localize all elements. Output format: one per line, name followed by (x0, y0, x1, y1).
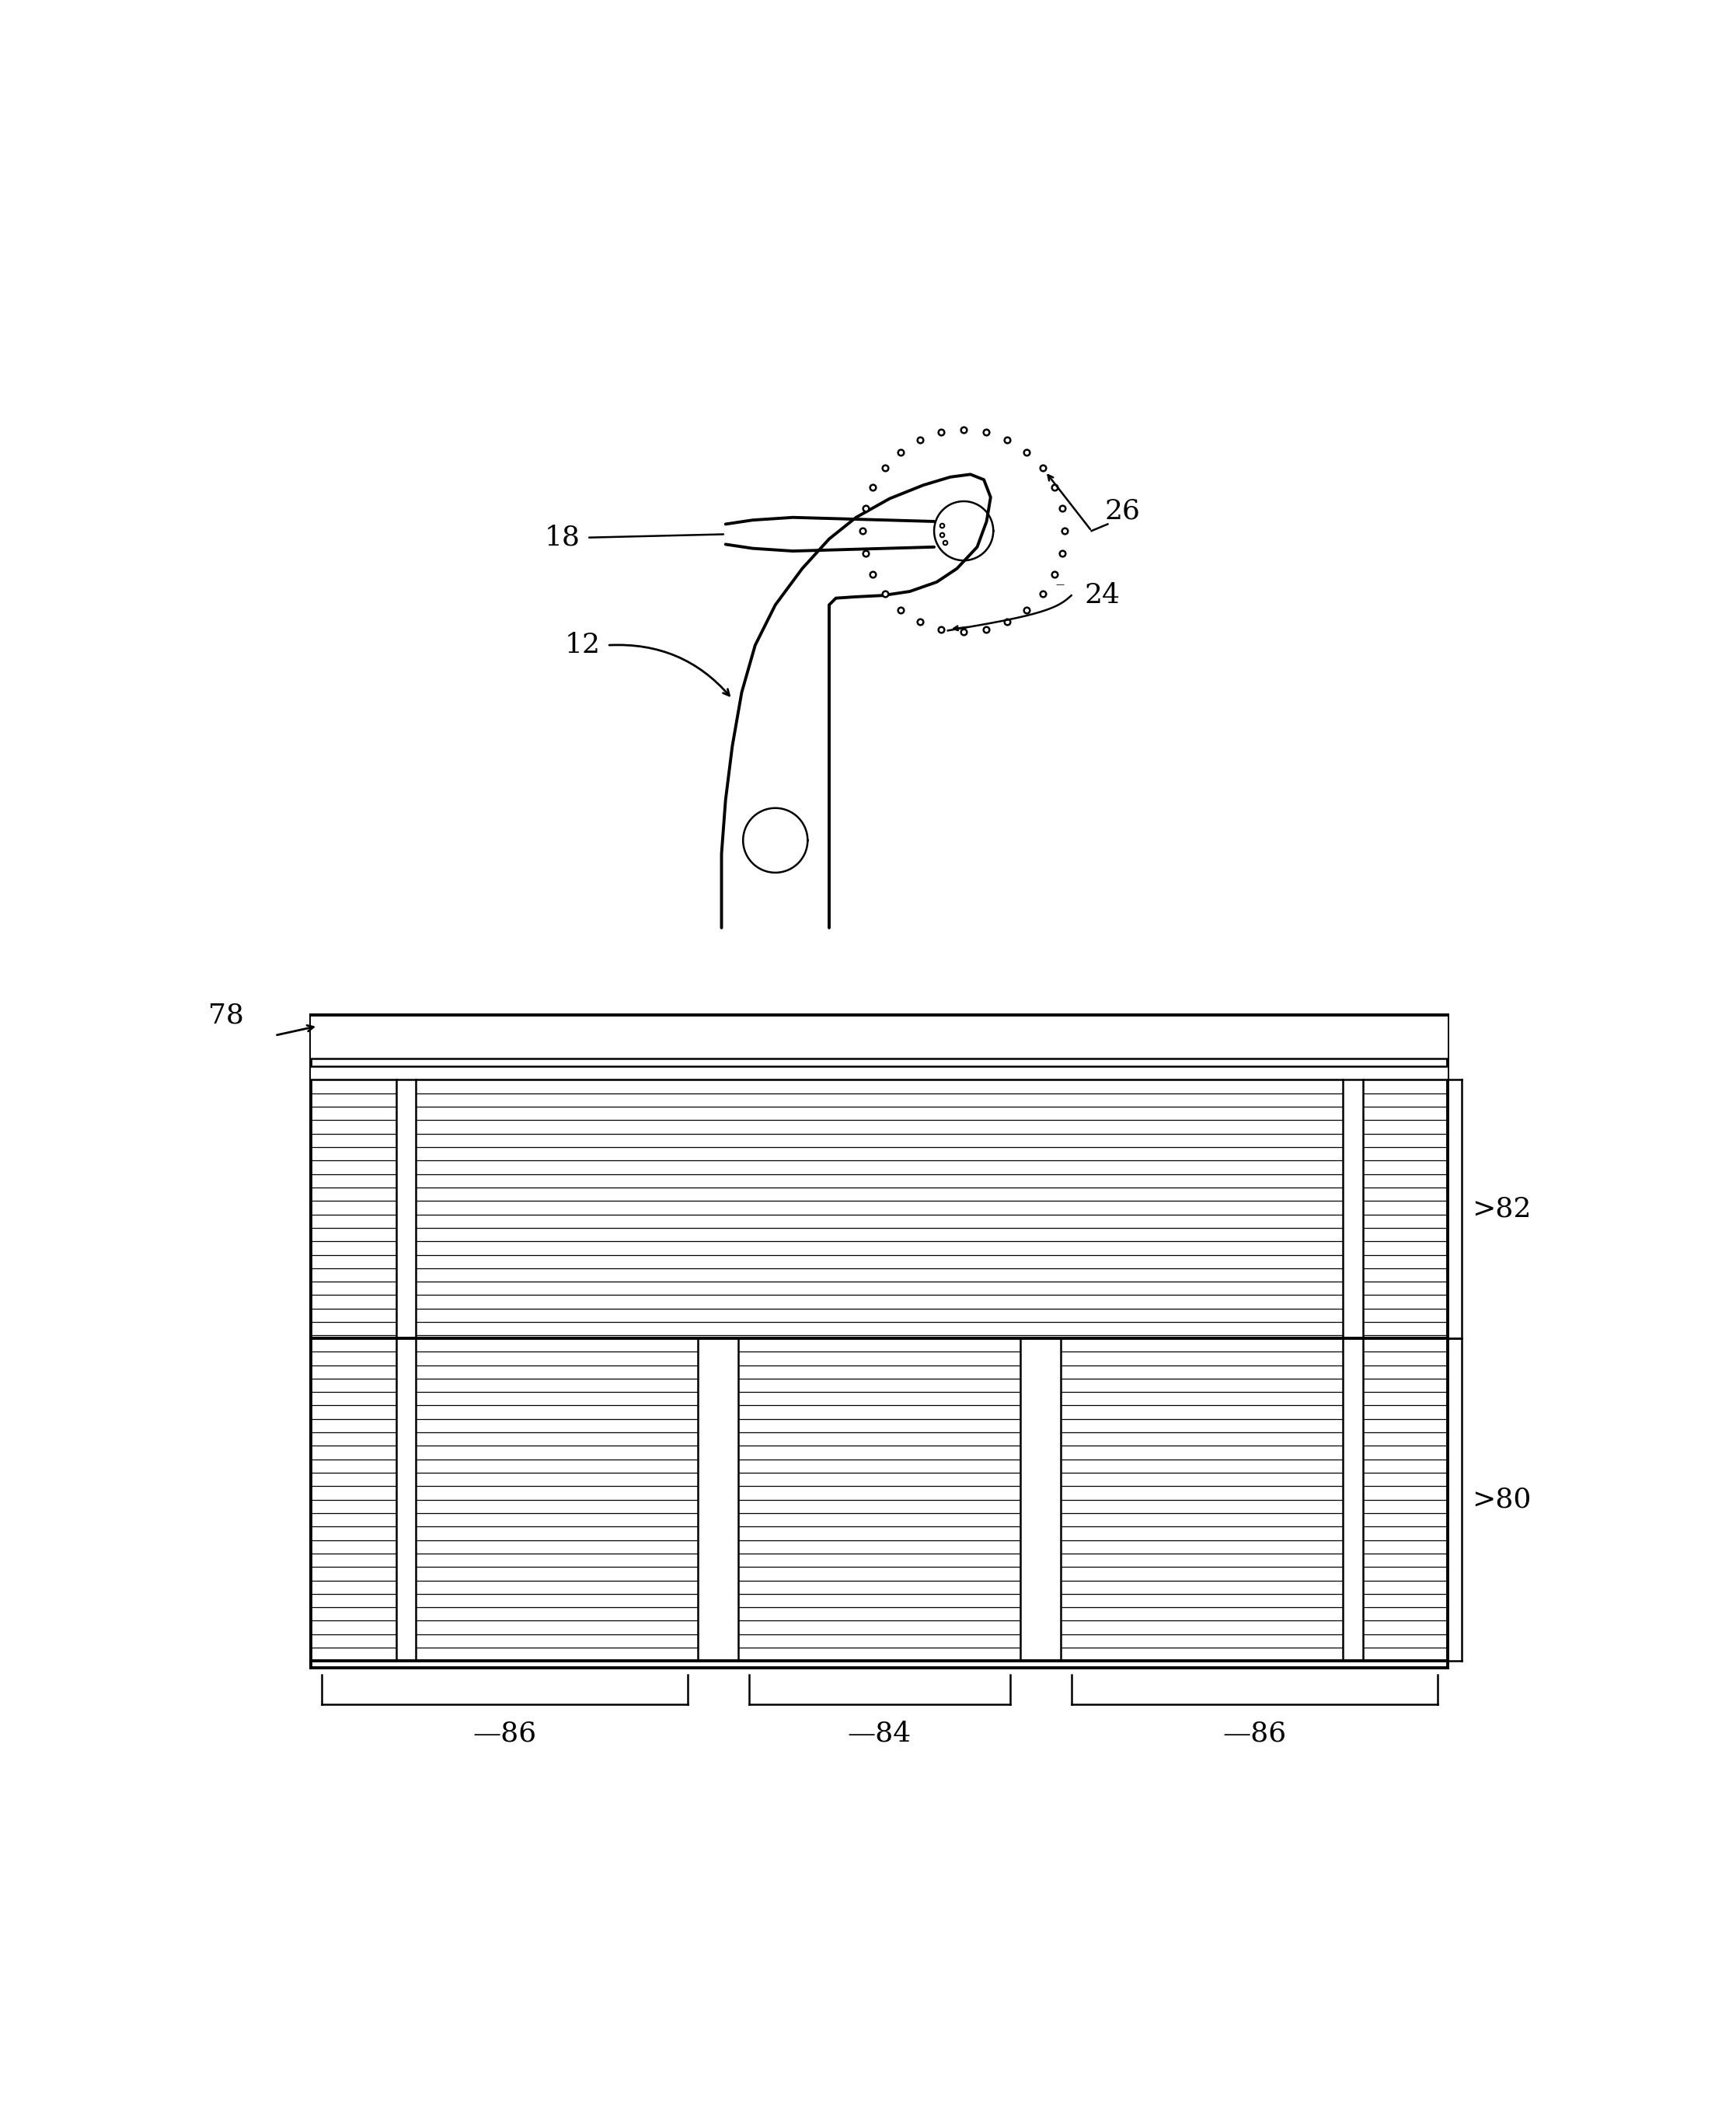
Text: 24: 24 (1085, 582, 1120, 610)
Text: 12: 12 (564, 633, 601, 658)
Bar (396, 1080, 417, 1338)
Text: —86: —86 (472, 1721, 536, 1747)
Text: —86: —86 (1222, 1721, 1286, 1747)
Text: 26: 26 (1106, 497, 1141, 523)
Bar (1344, 1080, 1363, 1338)
Text: —84: —84 (847, 1721, 911, 1747)
Text: 18: 18 (545, 525, 580, 550)
Bar (1021, 1338, 1061, 1662)
Text: >82: >82 (1472, 1196, 1531, 1222)
Bar (311, 1067, 1448, 1080)
Bar (396, 1338, 417, 1662)
Bar (311, 1016, 1448, 1058)
Bar (698, 1338, 738, 1662)
Bar (311, 1016, 1448, 1668)
Text: 78: 78 (208, 1001, 243, 1029)
Text: —: — (1055, 580, 1064, 589)
Text: >80: >80 (1472, 1486, 1531, 1514)
Bar (1344, 1338, 1363, 1662)
